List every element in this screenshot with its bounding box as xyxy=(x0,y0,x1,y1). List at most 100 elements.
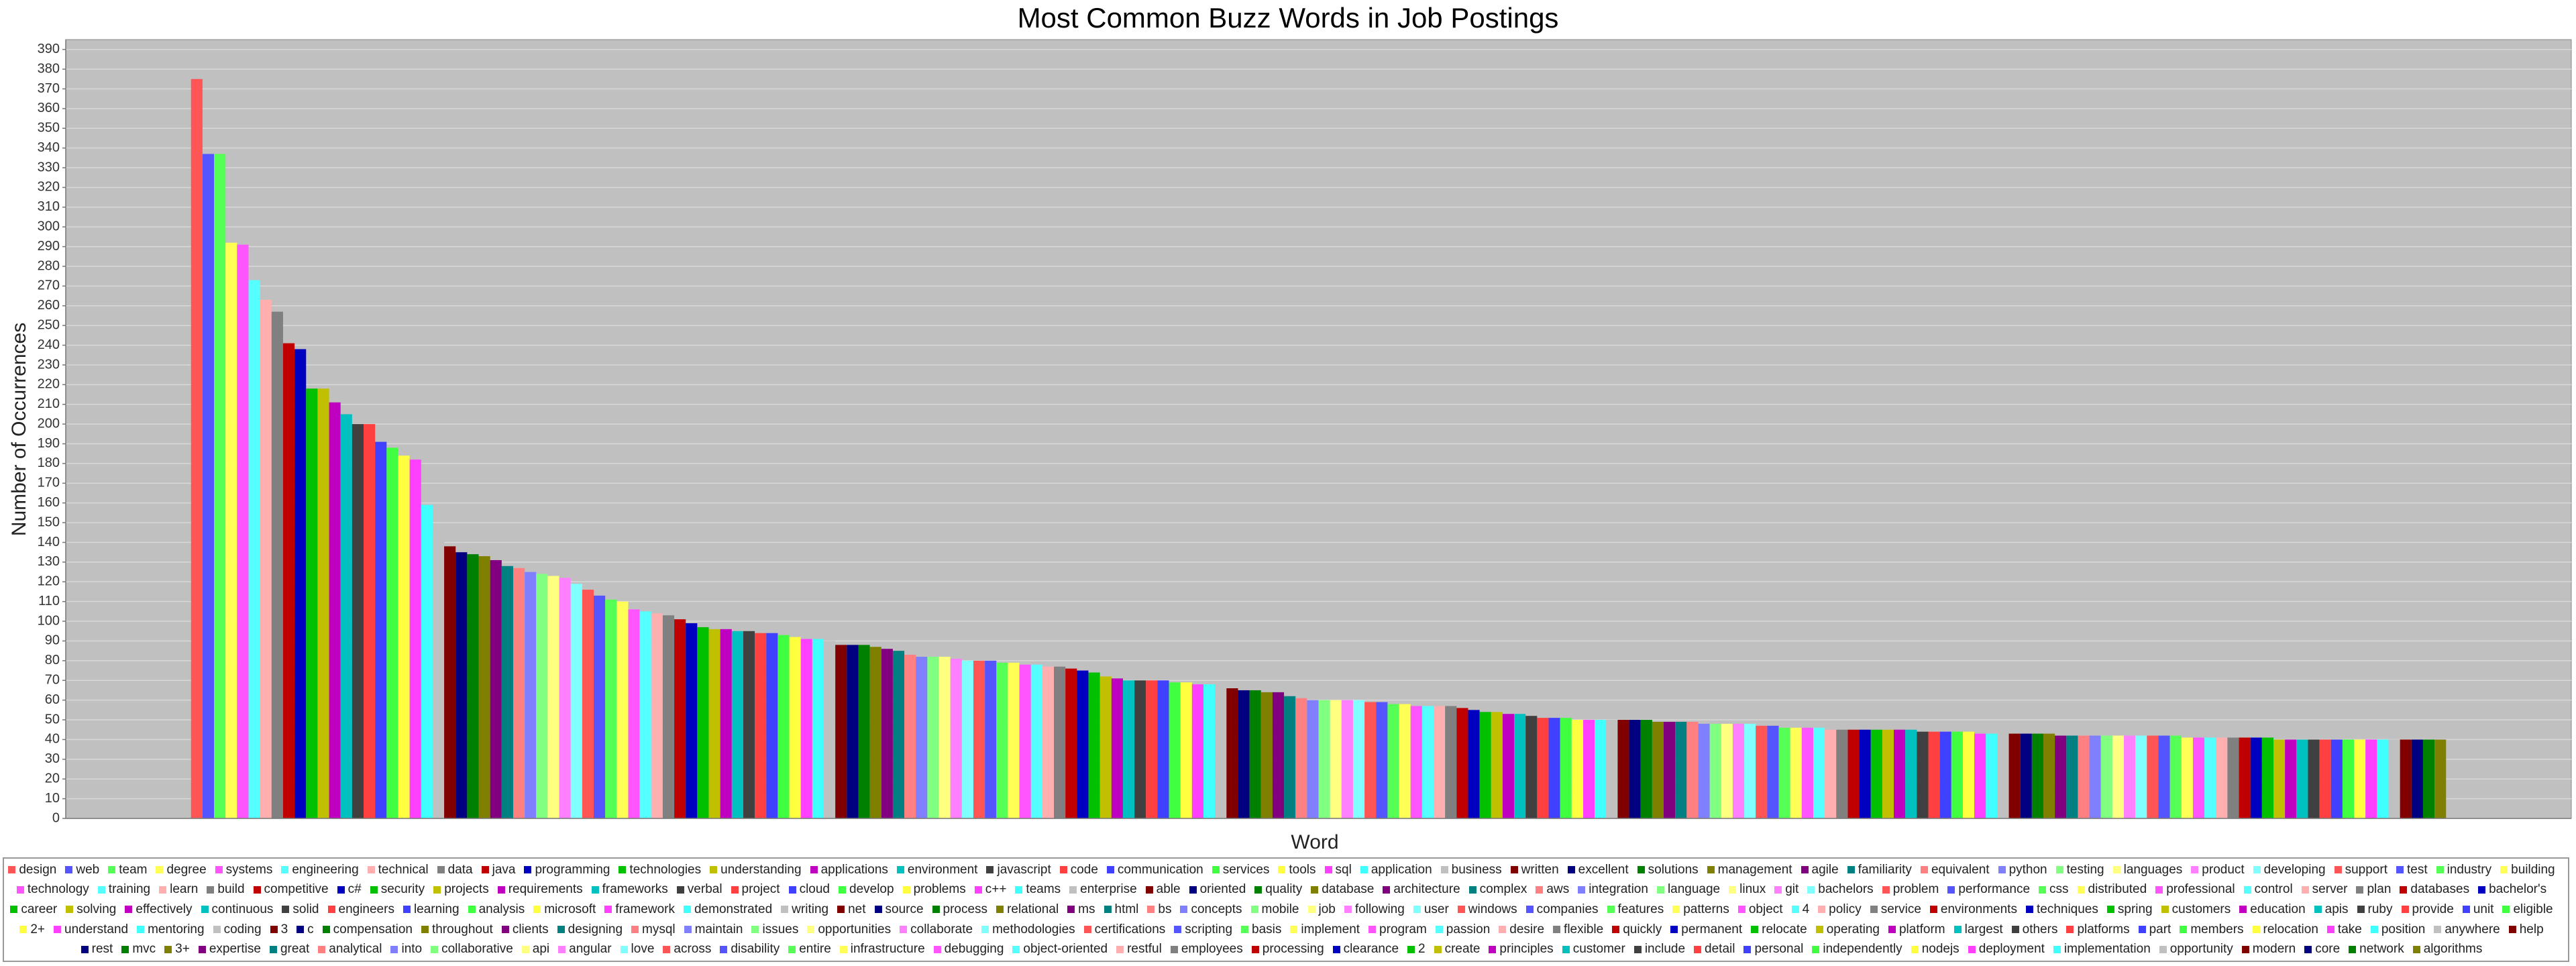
legend-item: companies xyxy=(1525,900,1599,919)
legend-label: mysql xyxy=(642,922,676,936)
bar xyxy=(1410,706,1422,818)
legend-label: performance xyxy=(1958,882,2031,897)
chart-title: Most Common Buzz Words in Job Postings xyxy=(1018,2,1559,34)
bar xyxy=(1859,729,1871,818)
legend-swatch xyxy=(996,906,1004,914)
legend-swatch xyxy=(981,926,989,934)
legend-item: frameworks xyxy=(591,880,668,899)
legend-swatch xyxy=(558,945,566,953)
legend-label: detail xyxy=(1705,942,1735,957)
bar xyxy=(708,629,720,818)
legend-label: management xyxy=(1717,862,1792,877)
y-tick-label: 350 xyxy=(38,121,60,136)
legend-item: c++ xyxy=(974,880,1006,899)
legend-swatch xyxy=(2066,926,2074,934)
legend-label: mobile xyxy=(1261,902,1299,916)
bar xyxy=(2411,739,2423,818)
legend-item: core xyxy=(2304,940,2340,959)
y-tick-label: 270 xyxy=(38,278,60,293)
legend-swatch xyxy=(201,906,209,914)
legend-label: technologies xyxy=(629,862,702,877)
bar xyxy=(789,637,801,818)
bar xyxy=(961,660,973,818)
legend-item: business xyxy=(1440,861,1502,879)
bar xyxy=(1675,721,1687,818)
legend-label: certifications xyxy=(1094,922,1166,936)
legend-item: issues xyxy=(751,920,798,939)
legend-item: techniques xyxy=(2025,900,2098,919)
bar xyxy=(478,556,490,818)
legend-item: employees xyxy=(1170,940,1243,959)
legend-label: windows xyxy=(1468,902,1517,916)
legend-label: business xyxy=(1451,862,1502,877)
legend-label: understanding xyxy=(720,862,802,877)
legend-item: microsoft xyxy=(533,900,596,919)
bar xyxy=(755,633,767,818)
legend-item: unit xyxy=(2462,900,2493,919)
legend-label: aws xyxy=(1546,882,1570,897)
legend-item: implement xyxy=(1290,920,1360,939)
legend-swatch xyxy=(198,945,206,953)
legend-label: plan xyxy=(2367,882,2392,897)
bar xyxy=(225,242,237,818)
legend-label: implement xyxy=(1301,922,1360,936)
legend-item: project xyxy=(731,880,780,899)
y-tick-label: 170 xyxy=(38,476,60,490)
bar xyxy=(697,627,709,818)
legend-swatch xyxy=(2356,885,2364,894)
legend-label: opportunity xyxy=(2169,942,2233,957)
legend-swatch xyxy=(1383,885,1391,894)
legend-label: operating xyxy=(1826,922,1880,936)
bar xyxy=(1917,731,1929,818)
legend-label: expertise xyxy=(209,942,261,957)
legend-swatch xyxy=(2314,906,2322,914)
legend-label: industry xyxy=(2447,862,2492,877)
legend-label: scripting xyxy=(1185,922,1233,936)
bar xyxy=(800,639,812,818)
bar xyxy=(2055,735,2067,818)
legend-label: customer xyxy=(1572,942,1625,957)
legend-swatch xyxy=(65,866,73,874)
legend-item: patterns xyxy=(1672,900,1729,919)
bar xyxy=(1284,696,1296,818)
bar xyxy=(1088,672,1100,818)
legend-item: basis xyxy=(1241,920,1281,939)
legend-label: customers xyxy=(2171,902,2231,916)
bar xyxy=(674,619,686,818)
y-tick-label: 230 xyxy=(38,357,60,372)
legend-label: verbal xyxy=(687,882,722,897)
legend-item: test xyxy=(2396,861,2428,879)
bar xyxy=(1502,714,1515,818)
bar xyxy=(2296,739,2308,818)
bar xyxy=(1042,666,1055,818)
legend-item: entire xyxy=(788,940,831,959)
legend-swatch xyxy=(1743,945,1752,953)
legend-label: frameworks xyxy=(602,882,668,897)
legend-swatch xyxy=(1083,926,1091,934)
bar xyxy=(329,402,341,818)
legend-item: 2+ xyxy=(19,920,45,939)
bar xyxy=(1307,700,1319,818)
bar xyxy=(1847,729,1860,818)
bar xyxy=(1456,708,1468,818)
legend-swatch xyxy=(2055,866,2063,874)
legend-label: quickly xyxy=(1623,922,1662,936)
legend-label: methodologies xyxy=(992,922,1075,936)
legend-label: include xyxy=(1644,942,1686,957)
bar xyxy=(686,623,698,818)
legend-swatch xyxy=(1751,926,1759,934)
legend-item: relocate xyxy=(1751,920,1807,939)
legend-swatch xyxy=(2434,926,2442,934)
legend-label: developing xyxy=(2263,862,2326,877)
legend-swatch xyxy=(1251,945,1259,953)
bar xyxy=(1019,664,1031,818)
bar xyxy=(2135,735,2147,818)
legend-item: compensation xyxy=(322,920,413,939)
bar xyxy=(1629,720,1641,818)
legend-swatch xyxy=(521,945,529,953)
legend-swatch xyxy=(2253,866,2261,874)
legend-item: across xyxy=(663,940,711,959)
legend-label: algorithms xyxy=(2423,942,2483,957)
legend-item: network xyxy=(2349,940,2404,959)
